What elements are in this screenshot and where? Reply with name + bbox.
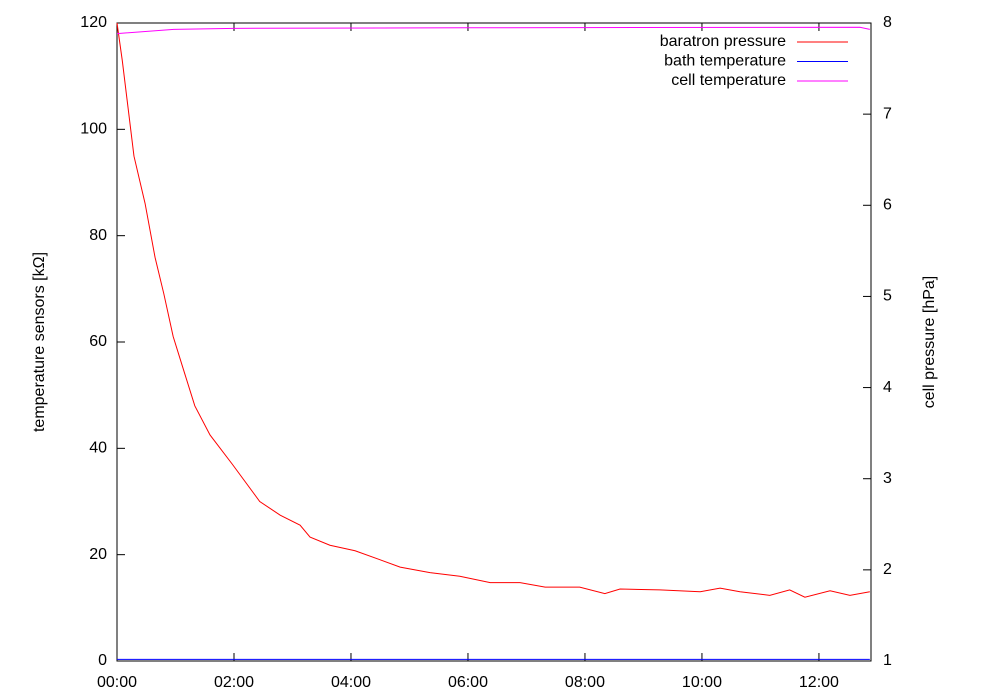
plot-frame: [116, 22, 872, 662]
y-axis-label: temperature sensors [kΩ]: [31, 252, 48, 432]
y-tick-label: 20: [89, 546, 107, 563]
x-tick-label: 12:00: [799, 674, 839, 691]
y-tick-label: 40: [89, 440, 107, 457]
y2-tick-label: 8: [883, 14, 892, 31]
x-tick-label: 00:00: [97, 674, 137, 691]
legend-label: baratron pressure: [660, 33, 786, 50]
y-tick-label: 60: [89, 333, 107, 350]
y2-tick-label: 5: [883, 288, 892, 305]
x-tick-label: 02:00: [214, 674, 254, 691]
legend-label: bath temperature: [664, 53, 786, 70]
x-tick-label: 08:00: [565, 674, 605, 691]
x-tick-label: 10:00: [682, 674, 722, 691]
y-tick-label: 0: [98, 652, 107, 669]
y2-tick-label: 3: [883, 470, 892, 487]
legend-label: cell temperature: [671, 72, 786, 89]
series-line: [116, 22, 870, 598]
y2-tick-label: 7: [883, 105, 892, 122]
y-tick-label: 80: [89, 227, 107, 244]
y2-tick-label: 1: [883, 652, 892, 669]
y2-tick-label: 2: [883, 561, 892, 578]
y2-tick-label: 4: [883, 379, 892, 396]
y-tick-label: 120: [80, 14, 107, 31]
y2-axis-label: cell pressure [hPa]: [921, 276, 938, 409]
y-tick-label: 100: [80, 121, 107, 138]
x-tick-label: 04:00: [331, 674, 371, 691]
series-line: [116, 26, 870, 35]
y2-tick-label: 6: [883, 197, 892, 214]
x-tick-label: 06:00: [448, 674, 488, 691]
